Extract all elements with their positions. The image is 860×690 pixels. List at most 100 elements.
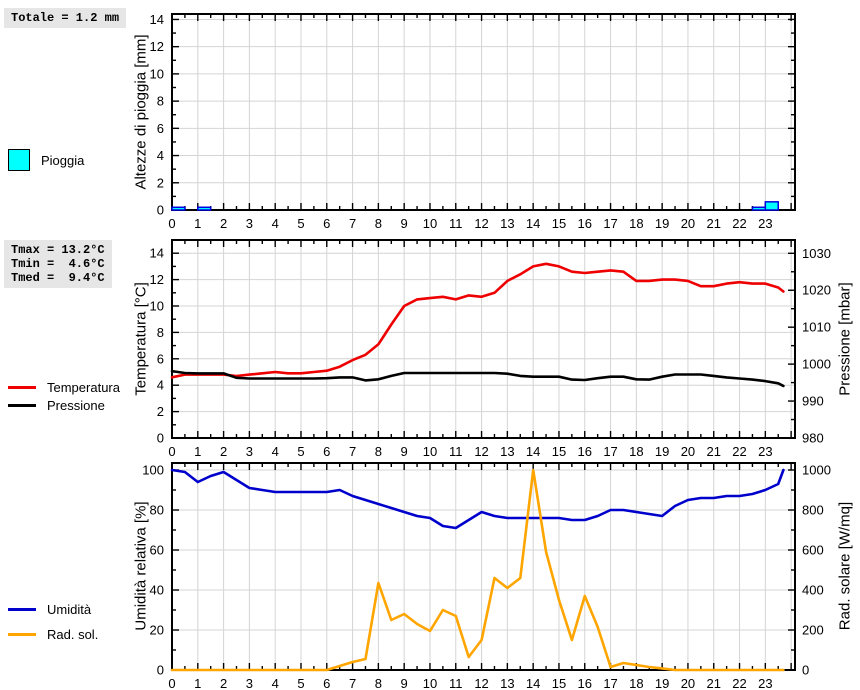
svg-text:22: 22: [732, 676, 746, 690]
svg-text:10: 10: [150, 66, 164, 81]
svg-text:2: 2: [220, 676, 227, 690]
svg-text:3: 3: [246, 676, 253, 690]
rain-total-stat: Totale = 1.2 mm: [4, 8, 127, 28]
temperature-legend: Temperatura: [8, 378, 120, 396]
svg-text:2: 2: [220, 216, 227, 231]
svg-text:990: 990: [802, 394, 824, 409]
svg-text:14: 14: [526, 444, 540, 459]
svg-text:12: 12: [150, 39, 164, 54]
pressure-legend-label: Pressione: [47, 397, 105, 413]
svg-text:20: 20: [150, 623, 164, 638]
svg-text:8: 8: [157, 94, 164, 109]
radiation-line-swatch-icon: [8, 632, 36, 636]
svg-text:4: 4: [157, 148, 164, 163]
svg-text:19: 19: [655, 676, 669, 690]
svg-text:8: 8: [375, 676, 382, 690]
svg-text:16: 16: [578, 676, 592, 690]
svg-text:1030: 1030: [802, 246, 831, 261]
svg-text:7: 7: [349, 444, 356, 459]
svg-text:4: 4: [272, 676, 279, 690]
humidity-legend: Umidità: [8, 600, 91, 618]
svg-text:17: 17: [603, 444, 617, 459]
svg-text:18: 18: [629, 216, 643, 231]
svg-text:60: 60: [150, 543, 164, 558]
svg-text:18: 18: [629, 444, 643, 459]
humidity-line-swatch-icon: [8, 607, 36, 611]
svg-text:40: 40: [150, 583, 164, 598]
svg-text:16: 16: [578, 444, 592, 459]
svg-text:6: 6: [323, 216, 330, 231]
svg-text:12: 12: [474, 216, 488, 231]
svg-text:1000: 1000: [802, 463, 831, 478]
rain-y-axis-title: Altezze di pioggia [mm]: [132, 34, 150, 190]
radiation-y-axis-title: Rad. solare [W/mq]: [836, 501, 854, 631]
svg-text:21: 21: [707, 676, 721, 690]
svg-text:400: 400: [802, 583, 824, 598]
svg-text:1010: 1010: [802, 320, 831, 335]
svg-text:14: 14: [526, 216, 540, 231]
svg-text:600: 600: [802, 543, 824, 558]
svg-text:14: 14: [150, 246, 164, 261]
svg-text:23: 23: [758, 216, 772, 231]
svg-text:23: 23: [758, 444, 772, 459]
svg-text:1000: 1000: [802, 357, 831, 372]
svg-text:21: 21: [707, 216, 721, 231]
svg-text:10: 10: [423, 216, 437, 231]
svg-text:16: 16: [578, 216, 592, 231]
humidity-y-axis-title: Umidità relativa [%]: [132, 501, 150, 631]
svg-text:7: 7: [349, 676, 356, 690]
svg-text:22: 22: [732, 216, 746, 231]
svg-text:11: 11: [449, 444, 463, 459]
svg-text:1: 1: [194, 676, 201, 690]
tmed-stat: Tmed = 9.4°C: [11, 271, 105, 285]
svg-text:80: 80: [150, 503, 164, 518]
svg-text:6: 6: [157, 351, 164, 366]
svg-text:20: 20: [681, 444, 695, 459]
svg-text:12: 12: [474, 444, 488, 459]
svg-text:0: 0: [168, 676, 175, 690]
svg-text:11: 11: [449, 676, 463, 690]
radiation-legend-label: Rad. sol.: [47, 626, 99, 642]
svg-text:3: 3: [246, 444, 253, 459]
svg-text:5: 5: [297, 216, 304, 231]
radiation-legend: Rad. sol.: [8, 625, 98, 643]
svg-text:1020: 1020: [802, 283, 831, 298]
svg-text:14: 14: [150, 12, 164, 27]
svg-text:18: 18: [629, 676, 643, 690]
humidity-legend-label: Umidità: [47, 601, 92, 617]
svg-text:6: 6: [157, 121, 164, 136]
svg-text:19: 19: [655, 444, 669, 459]
svg-text:9: 9: [401, 676, 408, 690]
svg-text:13: 13: [500, 444, 514, 459]
svg-text:10: 10: [423, 444, 437, 459]
svg-text:1: 1: [194, 216, 201, 231]
svg-text:200: 200: [802, 623, 824, 638]
svg-text:2: 2: [157, 175, 164, 190]
svg-text:4: 4: [157, 378, 164, 393]
svg-text:15: 15: [552, 444, 566, 459]
svg-text:19: 19: [655, 216, 669, 231]
svg-text:14: 14: [526, 676, 540, 690]
rain-swatch-icon: [8, 149, 30, 171]
svg-text:8: 8: [157, 325, 164, 340]
svg-text:22: 22: [732, 444, 746, 459]
svg-text:100: 100: [142, 463, 164, 478]
svg-text:0: 0: [168, 216, 175, 231]
svg-text:7: 7: [349, 216, 356, 231]
svg-text:5: 5: [297, 676, 304, 690]
svg-text:4: 4: [272, 444, 279, 459]
svg-text:8: 8: [375, 216, 382, 231]
svg-text:4: 4: [272, 216, 279, 231]
svg-text:10: 10: [423, 676, 437, 690]
svg-text:0: 0: [168, 444, 175, 459]
svg-text:800: 800: [802, 503, 824, 518]
pressure-legend: Pressione: [8, 396, 105, 414]
svg-text:17: 17: [603, 216, 617, 231]
svg-text:13: 13: [500, 216, 514, 231]
pressure-y-axis-title: Pressione [mbar]: [836, 282, 854, 396]
temperature-y-axis-title: Temperatura [°C]: [132, 282, 150, 396]
svg-text:13: 13: [500, 676, 514, 690]
svg-text:2: 2: [220, 444, 227, 459]
